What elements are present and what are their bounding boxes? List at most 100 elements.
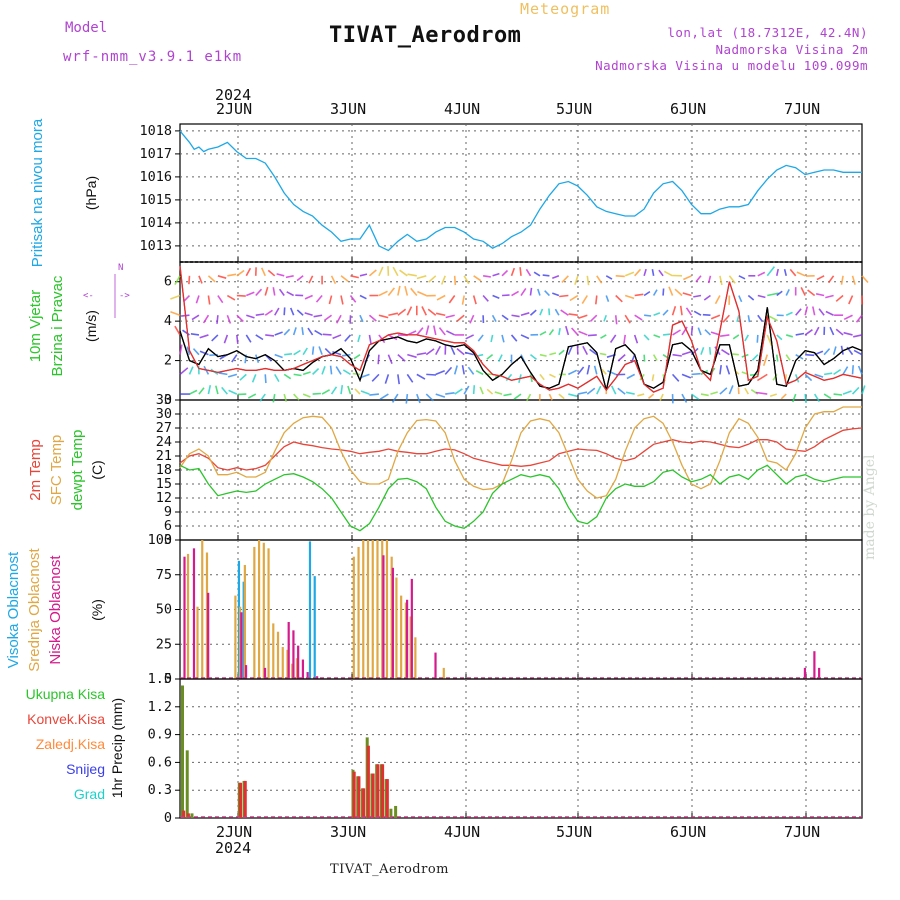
bottom-day-label-6JUN: 6JUN [670, 823, 706, 841]
wind-arrow [236, 294, 246, 297]
wind-arrow [182, 329, 190, 336]
wind-arrow [827, 275, 835, 284]
bottom-year-label: 2024 [215, 839, 251, 857]
precip-ytick-label: 0.6 [148, 754, 172, 770]
wind-arrow [653, 334, 661, 338]
wind-arrow [626, 373, 636, 380]
cloud-bar [404, 602, 407, 679]
wind-arrow [438, 327, 446, 336]
wind-arrow [318, 346, 323, 355]
wind-arrow [614, 315, 618, 325]
cloud-bar [291, 663, 294, 679]
wind-arrow [757, 314, 764, 322]
wind-arrow [539, 308, 544, 316]
wind-arrow [775, 354, 779, 362]
wind-arrow [293, 373, 302, 377]
model-name: wrf-nmm_v3.9.1 e1km [63, 49, 243, 65]
wind-arrow [695, 275, 702, 283]
wind-arrow [560, 309, 569, 316]
footer-station: TIVAT_Aerodrom [330, 862, 449, 877]
wind-arrow [681, 393, 688, 403]
wind-arrow [529, 374, 533, 383]
wind-arrow [691, 372, 701, 376]
wind-arrow [492, 272, 500, 277]
temperature-ytick-label: 24 [156, 434, 172, 450]
precip-legend-0: Ukupna Kisa [26, 686, 106, 702]
wind-arrow [513, 393, 522, 400]
wind-arrow [766, 266, 776, 277]
wind-arrow [842, 390, 852, 395]
wind-arrow [377, 354, 380, 365]
temperature-series-0 [179, 427, 863, 471]
wind-arrow [255, 288, 263, 297]
wind-arrow [719, 334, 730, 337]
cloud-bar [281, 647, 284, 679]
wind-arrow [615, 275, 625, 278]
wind-arrow [539, 353, 547, 357]
wind-arrow [533, 271, 541, 277]
wind-arrow [835, 294, 844, 302]
wind-arrow [259, 393, 266, 402]
wind-arrow [492, 294, 500, 299]
wind-arrow [436, 294, 446, 301]
cloud-bar [414, 637, 417, 679]
wind-arrow [769, 393, 777, 397]
wind-arrow [693, 310, 702, 316]
wind-arrow [340, 295, 344, 305]
wind-arrow [416, 327, 424, 336]
cloud-bar [192, 548, 196, 679]
temperature-ytick-label: 21 [156, 448, 172, 464]
precip-legend-3: Snijeg [66, 761, 105, 777]
wind-arrow [218, 372, 228, 376]
wind-arrow [679, 305, 683, 316]
wind-arrow [332, 334, 342, 340]
wind-arrow [425, 348, 435, 356]
wind-arrow [578, 314, 588, 319]
wind-arrow [511, 290, 520, 297]
wind-arrow [324, 314, 333, 322]
wind-arrow [659, 393, 664, 401]
wind-arrow [274, 331, 283, 336]
precip-bar [394, 805, 398, 818]
wind-arrow [329, 365, 333, 375]
wind-arrow [267, 269, 276, 277]
wind-arrow [428, 275, 437, 283]
top-day-label-2JUN: 2JUN [216, 100, 252, 118]
wind-arrow [833, 393, 843, 396]
wind-arrow [397, 374, 400, 385]
wind-arrow [785, 289, 790, 296]
wind-arrow [658, 269, 664, 277]
temperature-ytick-label: 30 [156, 406, 172, 422]
wind-arrow [311, 346, 315, 355]
wind-arrow [296, 309, 304, 316]
cloud-bar [313, 576, 316, 679]
wind-arrow [340, 275, 349, 283]
wind-arrow [292, 327, 297, 336]
bottom-day-label-3JUN: 3JUN [330, 823, 366, 841]
wind-arrow [595, 295, 598, 305]
wind-arrow [637, 393, 645, 397]
wind-arrow [511, 314, 520, 318]
wind-arrow [221, 386, 228, 395]
wind-arrow [321, 366, 326, 375]
wind-arrow [330, 275, 337, 285]
wind-arrow [812, 306, 816, 316]
wind-arrow [183, 294, 191, 303]
wind-arrow [227, 273, 237, 277]
wind-arrow [186, 346, 191, 355]
wind-arrow [529, 354, 537, 361]
wind-arrow [601, 368, 607, 375]
cloud-bar [253, 546, 256, 679]
wind-arrow [461, 365, 465, 375]
wind-arrow [472, 295, 477, 305]
wind-arrow [792, 393, 797, 403]
precip-bar [371, 773, 375, 818]
wind-arrow [223, 334, 229, 344]
wind-arrow [368, 334, 372, 344]
wind-axis-label-1: 10m Vjetar [27, 290, 44, 363]
precip-frame [179, 678, 863, 819]
wind-arrow [823, 372, 833, 376]
cloud-bar [803, 667, 807, 679]
precip-ytick-label: 0 [164, 810, 172, 826]
cloud-axis-label-0: Visoka Oblacnost [5, 551, 22, 668]
